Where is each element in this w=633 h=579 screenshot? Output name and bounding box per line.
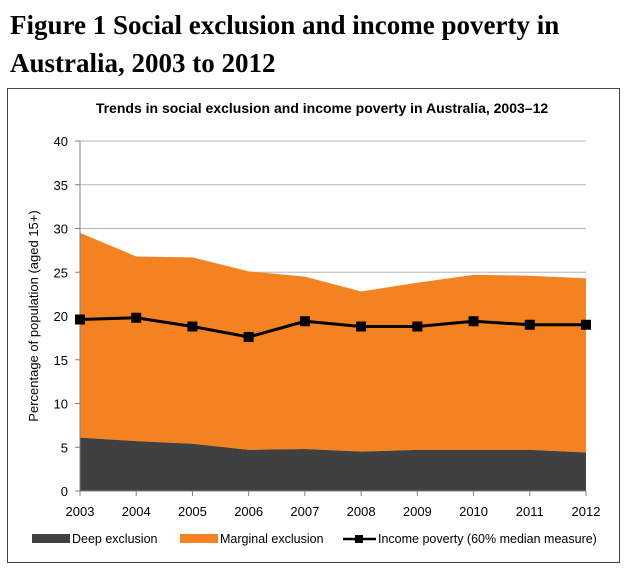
legend-label-income-poverty: Income poverty (60% median measure) <box>378 532 597 546</box>
y-tick-label: 5 <box>61 440 68 455</box>
legend-marker-income-poverty <box>355 535 363 543</box>
y-tick-label: 40 <box>54 134 68 149</box>
y-tick-label: 10 <box>54 397 68 412</box>
income-poverty-point <box>581 319 591 330</box>
income-poverty-point <box>356 321 367 332</box>
legend-swatch-deep-exclusion <box>32 534 70 543</box>
y-axis-label: Percentage of population (aged 15+) <box>26 210 41 421</box>
x-tick-label: 2008 <box>347 504 376 519</box>
x-tick-label: 2006 <box>234 504 263 519</box>
y-tick-label: 20 <box>54 309 68 324</box>
legend-label-marginal-exclusion: Marginal exclusion <box>220 532 324 546</box>
areas <box>80 232 586 491</box>
x-tick-label: 2005 <box>178 504 207 519</box>
y-tick-label: 35 <box>54 178 68 193</box>
legend: Deep exclusion Marginal exclusion Income p… <box>32 532 597 546</box>
income-poverty-line <box>75 312 591 342</box>
income-poverty-point <box>131 312 142 323</box>
income-poverty-point <box>412 321 423 332</box>
x-tick-label: 2011 <box>516 504 544 519</box>
income-poverty-point <box>75 314 85 325</box>
y-tick-label: 30 <box>54 222 68 237</box>
income-poverty-point <box>524 319 535 330</box>
income-poverty-point <box>243 332 254 342</box>
x-tick-label: 2003 <box>66 504 95 519</box>
income-poverty-point <box>187 321 198 332</box>
chart-title: Trends in social exclusion and income po… <box>96 100 549 116</box>
x-tick-label: 2009 <box>403 504 432 519</box>
tick-labels: 0 5 10 15 20 25 30 35 40 2003 2004 2005 2006 2007 2008… <box>54 134 601 519</box>
legend-swatch-marginal-exclusion <box>180 534 218 543</box>
x-tick-label: 2012 <box>572 504 601 519</box>
deep-exclusion-area <box>80 437 586 491</box>
axes <box>75 140 587 496</box>
legend-label-deep-exclusion: Deep exclusion <box>72 532 158 546</box>
y-tick-label: 0 <box>61 484 68 499</box>
y-tick-label: 25 <box>54 265 68 280</box>
marginal-exclusion-area <box>80 232 586 491</box>
income-poverty-point <box>468 316 479 327</box>
income-poverty-point <box>299 316 310 327</box>
figure-title: Figure 1 Social exclusion and income pov… <box>10 10 560 78</box>
x-tick-label: 2004 <box>122 504 151 519</box>
income-poverty-polyline <box>79 316 586 339</box>
x-tick-label: 2010 <box>459 504 488 519</box>
y-tick-label: 15 <box>54 353 68 368</box>
x-tick-label: 2007 <box>290 504 319 519</box>
